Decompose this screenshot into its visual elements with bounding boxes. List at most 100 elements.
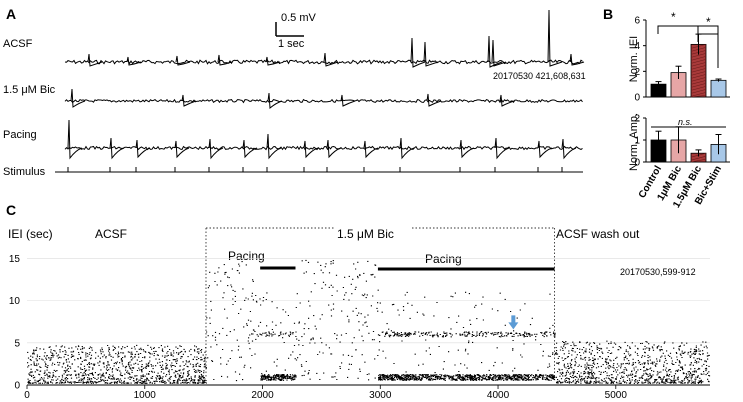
trace-pacing-spike-10 [399,137,415,160]
c-ytick-label-3: 15 [9,254,21,265]
trace-label-pacing: Pacing [3,129,37,141]
b-top-bar-hatch-3 [690,53,707,58]
trace-bic-spike-0 [70,88,86,108]
panel-a: A 0.5 mV 1 sec ACSF 1.5 μM Bic Pacing St… [3,6,586,178]
trace-bic-spike-3 [340,94,356,107]
b-top-ytick-label-2: 4 [634,41,640,52]
b-top-bar-3 [710,79,727,98]
panel-b-label: B [603,6,613,22]
trace-label-acsf: ACSF [3,38,33,50]
c-label-pacing-2: Pacing [425,252,462,266]
trace-acsf-spike-0 [87,53,103,67]
trace-label-bic: 1.5 μM Bic [3,84,56,96]
b-bottom-bar-hatch-1 [690,155,707,161]
traces [55,9,585,173]
trace-pacing-spike-2 [135,139,151,159]
trace-pacing-spike-1 [109,137,125,160]
panel-a-label: A [6,6,16,22]
b-bottom-ylabel: Norm. Amp. [628,113,640,171]
sig-bracket-stim [697,26,719,68]
b-bottom-chart: 0 1 2 [634,114,730,169]
sig-ns: n.s. [678,117,693,127]
trace-pacing-spike-4 [208,138,224,160]
trace-pacing-spike-14 [561,138,577,160]
b-top-bar-hatch-13 [690,83,707,88]
b-top-bar-hatch-12 [690,80,707,85]
trace-bic [64,98,583,104]
panel-b: B Norm. IEI Norm. Amp. * * n.s. 0 2 4 6 0 1 2… [603,6,730,210]
trace-pacing-spike-0 [67,119,83,160]
b-top-bar-hatch-11 [690,77,707,82]
scale-bar-time: 1 sec [278,38,305,50]
trace-label-stimulus: Stimulus [3,166,46,178]
b-top-bar-hatch-8 [690,68,707,73]
trace-pacing-spike-12 [494,137,510,160]
b-top-bar-hatch-6 [690,62,707,67]
c-scatter-points [27,259,711,384]
c-xtick-label-0: 0 [24,390,30,401]
trace-acsf [64,59,583,65]
b-top-bar-hatch-5 [690,59,707,64]
b-top-bar-hatch-10 [690,74,707,79]
c-xtick-label-5: 5000 [605,390,628,401]
c-ytick-label-0: 0 [14,381,20,392]
trace-pacing [64,145,583,151]
trace-acsf-spike-10 [547,9,563,67]
trace-bic-spike-1 [181,94,197,107]
b-top-bar-hatch-9 [690,71,707,76]
trace-acsf-spike-2 [175,55,191,66]
b-bottom-ytick-label-1: 1 [634,136,640,147]
scale-bar-voltage: 0.5 mV [281,12,317,24]
b-top-bar-hatch-7 [690,65,707,70]
trace-pacing-spike-7 [303,140,319,159]
b-top-ylabel: Norm. IEI [628,36,640,82]
c-label-acsf: ACSF [95,227,127,241]
trace-pacing-spike-6 [266,133,282,160]
trace-pacing-spike-9 [363,140,379,159]
c-file-id: 20170530,599-912 [620,267,696,277]
b-top-bar-hatch-4 [690,56,707,61]
panel-c-label: C [6,202,16,218]
c-ytick-label-2: 10 [9,296,21,307]
b-top-ytick-label-3: 6 [634,16,640,27]
c-highlight-arrow [508,315,519,330]
b-top-chart: 0 2 4 6 [634,16,730,104]
b-top-ytick-label-0: 0 [634,93,640,104]
trace-pacing-spike-5 [242,139,258,159]
c-label-bic: 1.5 μM Bic [337,227,394,241]
trace-bic-spike-4 [426,93,442,107]
trace-pacing-spike-3 [174,140,190,159]
trace-bic-spike-5 [499,94,515,107]
c-scatter-plot: 0 5 10 15 0 1000 2000 3000 4000 5000 [9,227,711,401]
b-top-bar-hatch-16 [690,92,707,97]
c-label-pacing-1: Pacing [228,249,265,263]
c-ytick-label-1: 5 [14,338,20,349]
trace-acsf-spike-4 [265,56,281,66]
c-xtick-label-4: 4000 [487,390,510,401]
trace-bic-spike-2 [267,92,283,110]
trace-pacing-spike-11 [459,139,475,159]
c-ylabel: IEI (sec) [8,227,53,241]
b-bottom-bar-hatch-2 [690,158,707,163]
trace-acsf-spike-6 [410,37,426,68]
trace-acsf-spike-1 [126,56,142,66]
b-bottom-ytick-label-2: 2 [634,114,640,125]
sig-star-top-a: * [671,10,676,24]
c-label-washout: ACSF wash out [556,227,640,241]
b-top-bar-hatch-14 [690,86,707,91]
c-xtick-label-2: 2000 [251,390,274,401]
trace-acsf-spike-5 [323,52,339,67]
trace-pacing-spike-8 [326,139,342,159]
sig-bracket-control [657,25,719,34]
b-bottom-ytick-label-0: 0 [634,158,640,169]
trace-file-id: 20170530 421,608,631 [493,71,586,81]
trace-acsf-spike-11 [569,53,585,66]
sig-star-top-b: * [706,15,711,29]
b-top-bar-hatch-15 [690,89,707,94]
c-xtick-label-3: 3000 [369,390,392,401]
b-top-ytick-label-1: 2 [634,67,640,78]
trace-pacing-spike-13 [537,140,553,159]
trace-acsf-spike-3 [217,54,233,66]
